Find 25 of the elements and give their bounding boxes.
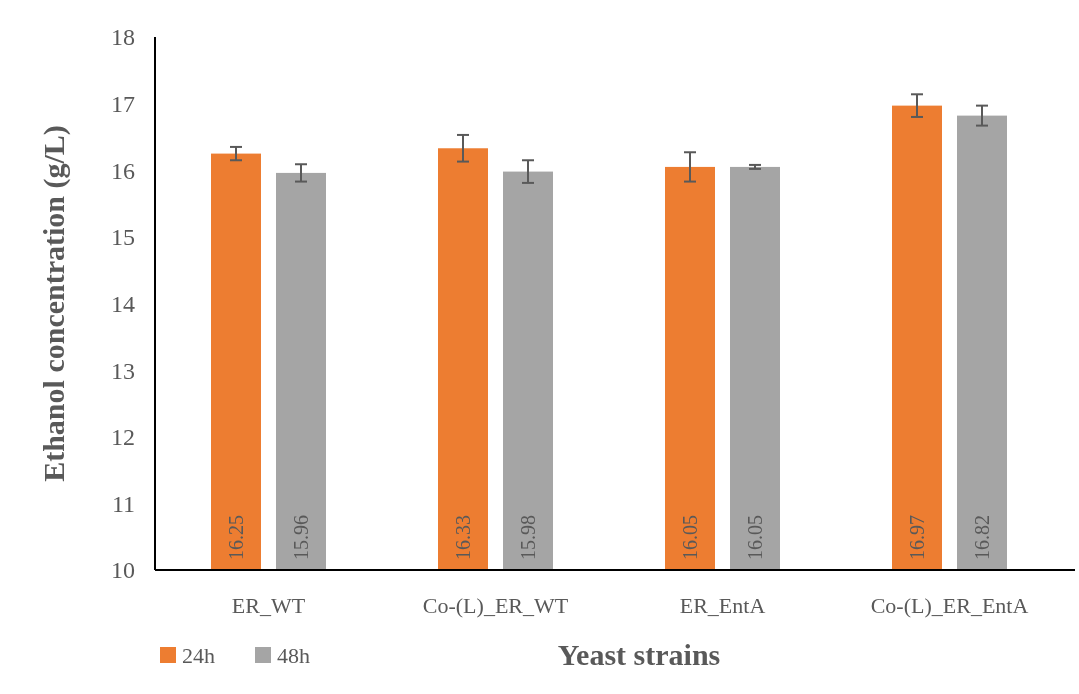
y-tick-label: 11 [111,490,135,517]
data-label: 16.82 [971,515,993,560]
data-label: 16.05 [744,515,766,560]
data-label: 16.05 [679,515,701,560]
legend-label: 24h [182,642,215,668]
data-label: 16.33 [452,515,474,560]
data-label: 15.96 [290,515,312,560]
data-label: 16.97 [906,515,928,560]
x-tick-label: Co-(L)_ER_EntA [870,593,1029,618]
y-tick-label: 17 [111,91,135,118]
y-tick-label: 13 [111,357,135,384]
y-tick-label: 18 [111,24,135,51]
legend-label: 48h [277,642,310,668]
x-tick-label: ER_EntA [679,593,766,618]
y-tick-label: 15 [111,224,135,251]
y-tick-label: 12 [111,424,135,451]
x-tick-label: Co-(L)_ER_WT [422,593,569,618]
data-label: 15.98 [517,515,539,560]
data-label: 16.25 [225,515,247,560]
x-axis-title: Yeast strains [557,638,721,671]
y-tick-label: 14 [111,290,135,317]
y-tick-label: 10 [111,557,135,584]
y-tick-label: 16 [111,157,135,184]
x-tick-label: ER_WT [231,593,306,618]
y-axis-title: Ethanol concentration (g/L) [37,125,71,482]
